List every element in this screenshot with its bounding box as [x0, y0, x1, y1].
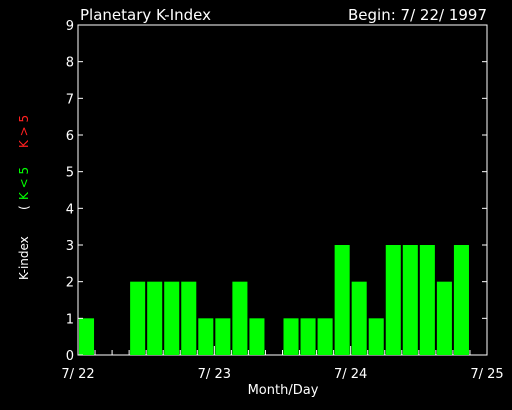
bar — [334, 245, 350, 355]
bar — [351, 281, 367, 355]
bar — [436, 281, 452, 355]
bars — [79, 245, 469, 355]
y-tick-label: 2 — [66, 276, 74, 291]
y-tick-label: 4 — [66, 202, 74, 217]
bar — [368, 318, 384, 355]
y-tick-label: 9 — [66, 19, 74, 34]
y-tick-label: 7 — [66, 92, 74, 107]
y-axis-label-open-paren: ( — [17, 205, 31, 210]
y-tick-label: 0 — [66, 349, 74, 364]
bar — [130, 281, 146, 355]
y-tick-label: 8 — [66, 56, 74, 71]
y-axis: 0 1 2 3 4 5 6 7 8 9 — [66, 19, 487, 364]
bar — [300, 318, 316, 355]
y-axis-label: K-index ( K < 5 K > 5 — [17, 115, 31, 280]
bar — [419, 245, 435, 355]
x-tick-label: 7/ 22 — [61, 367, 94, 382]
x-tick-label: 7/ 25 — [470, 367, 503, 382]
x-axis: 7/ 22 7/ 23 7/ 24 7/ 25 — [61, 346, 504, 382]
y-axis-label-prefix: K-index — [17, 236, 31, 280]
bar — [317, 318, 333, 355]
bar — [79, 318, 95, 355]
bar — [147, 281, 163, 355]
bar — [283, 318, 299, 355]
y-tick-label: 5 — [66, 166, 74, 181]
x-axis-label: Month/Day — [248, 383, 319, 398]
bar — [232, 281, 248, 355]
y-axis-label-red: K > 5 — [17, 115, 31, 148]
bar — [453, 245, 469, 355]
bar — [198, 318, 214, 355]
y-axis-label-green: K < 5 — [17, 167, 31, 200]
bar — [164, 281, 180, 355]
bar — [215, 318, 231, 355]
y-tick-label: 3 — [66, 239, 74, 254]
chart-title: Planetary K-Index — [80, 6, 211, 24]
x-tick-label: 7/ 24 — [334, 367, 367, 382]
bar — [385, 245, 401, 355]
begin-date: Begin: 7/ 22/ 1997 — [348, 6, 487, 24]
x-tick-label: 7/ 23 — [198, 367, 231, 382]
y-tick-label: 1 — [66, 312, 74, 327]
bar — [181, 281, 197, 355]
bar — [249, 318, 265, 355]
y-tick-label: 6 — [66, 129, 74, 144]
bar — [402, 245, 418, 355]
